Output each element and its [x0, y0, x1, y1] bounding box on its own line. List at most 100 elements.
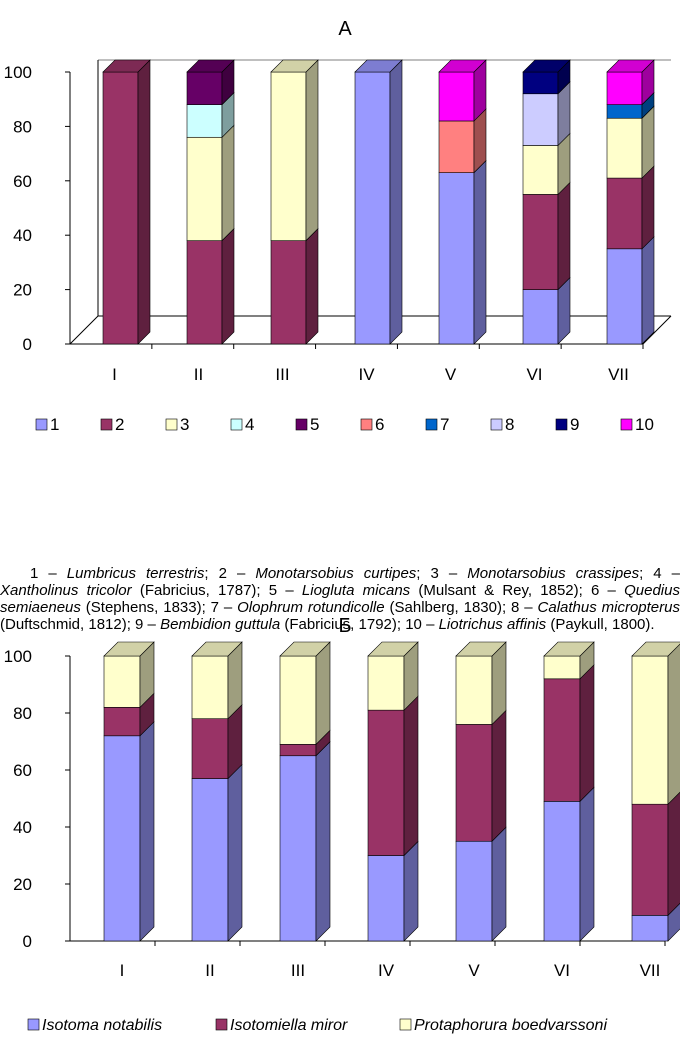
- bar-segment: [279, 744, 317, 757]
- chart-title: Б: [338, 615, 351, 637]
- bar-segment: [270, 240, 307, 345]
- legend-swatch: [555, 418, 568, 431]
- bar-segment-side: [491, 641, 507, 726]
- bar-segment-side: [473, 159, 487, 345]
- legend-swatch: [425, 418, 438, 431]
- bar-segment: [191, 655, 229, 720]
- bar-segment-side: [137, 59, 151, 345]
- caption-text-run: (Fabricius, 1792); 10 –: [280, 616, 439, 633]
- bar-segment-side: [491, 826, 507, 942]
- x-tick-label: I: [120, 961, 125, 980]
- legend-swatch: [620, 418, 633, 431]
- bar-segment: [279, 755, 317, 942]
- y-tick-label: 40: [13, 226, 32, 245]
- bar-segment-side: [403, 840, 419, 942]
- bar-segment: [438, 71, 475, 122]
- chart-a: [35, 59, 672, 431]
- caption-species-name: Liogluta micans: [301, 582, 411, 599]
- bar-segment: [102, 71, 139, 345]
- legend-label: 8: [505, 415, 514, 434]
- x-tick-label: IV: [378, 961, 395, 980]
- bar-top: [522, 59, 571, 73]
- bar-segment: [455, 840, 493, 942]
- legend-label: 4: [245, 415, 254, 434]
- floor-edge: [69, 315, 672, 345]
- caption-species-name: Xantholinus tricolor: [0, 582, 132, 599]
- legend-swatch: [27, 1018, 40, 1031]
- caption-text-run: (Mulsant & Rey, 1852); 6 –: [410, 582, 625, 599]
- bar-segment-side: [389, 59, 403, 345]
- legend-label: Isotoma notabilis: [42, 1017, 162, 1034]
- legend-label: 6: [375, 415, 384, 434]
- bar-top: [631, 641, 680, 657]
- bar-segment: [606, 104, 643, 119]
- bar-segment: [522, 93, 559, 146]
- bar-segment: [279, 655, 317, 745]
- bar-segment-side: [667, 791, 680, 917]
- bar-segment: [522, 289, 559, 345]
- x-tick-label: III: [275, 365, 289, 384]
- bar-segment: [543, 655, 581, 680]
- bar-segment: [438, 172, 475, 345]
- species-caption: 1 – Lumbricus terrestris; 2 – Monotarsob…: [0, 565, 680, 633]
- bar-segment: [354, 71, 391, 345]
- y-tick-label: 20: [13, 875, 32, 894]
- bar-top: [606, 59, 655, 73]
- bar-segment-side: [139, 721, 155, 942]
- caption-text-run: (Stephens, 1833); 7 –: [80, 599, 238, 616]
- y-tick-label: 40: [13, 818, 32, 837]
- bar-segment: [103, 706, 141, 737]
- bar-segment: [367, 855, 405, 942]
- x-tick-label: II: [194, 365, 203, 384]
- legend-label: 5: [310, 415, 319, 434]
- legend-swatch: [360, 418, 373, 431]
- legend-swatch: [35, 418, 48, 431]
- legend-label: Isotomiella miror: [230, 1017, 348, 1034]
- bar-segment: [631, 655, 669, 805]
- bar-segment-side: [667, 643, 680, 805]
- bar-segment: [191, 718, 229, 779]
- caption-text: 1 – Lumbricus terrestris; 2 – Monotarsob…: [0, 565, 680, 633]
- bar-top: [543, 641, 595, 657]
- caption-species-name: Monotarsobius curtipes: [255, 565, 417, 582]
- caption-species-name: Monotarsobius crassipes: [467, 565, 640, 582]
- caption-text-run: ; 2 –: [204, 565, 256, 582]
- legend-label: 1: [50, 415, 59, 434]
- bar-segment-side: [315, 741, 331, 942]
- y-tick-label: 80: [13, 704, 32, 723]
- bar-segment: [367, 655, 405, 711]
- chart-b: [27, 641, 680, 1031]
- bar-segment: [606, 117, 643, 179]
- bar-top: [279, 641, 331, 657]
- bar-segment: [186, 104, 223, 138]
- bar-segment-side: [641, 236, 655, 345]
- caption-text-run: 1 –: [30, 565, 67, 582]
- caption-text-run: ; 3 –: [416, 565, 468, 582]
- caption-text-run: (Duftschmid, 1812); 9 –: [0, 616, 161, 633]
- caption-text-run: (Fabricius, 1787); 5 –: [131, 582, 302, 599]
- caption-species-name: Calathus micropterus: [537, 599, 680, 616]
- x-tick-label: VII: [640, 961, 661, 980]
- y-tick-label: 100: [4, 63, 32, 82]
- bar-segment: [631, 803, 669, 916]
- bar-segment: [455, 724, 493, 842]
- bar-segment: [606, 177, 643, 250]
- caption-species-name: Quedius semiaeneus: [0, 582, 680, 616]
- legend-swatch: [165, 418, 178, 431]
- caption-species-name: Liotrichus affinis: [438, 616, 547, 633]
- bar-segment: [186, 240, 223, 345]
- legend-label: 10: [635, 415, 654, 434]
- legend-swatch: [215, 1018, 228, 1031]
- bar-segment: [186, 136, 223, 241]
- bar-top: [186, 59, 235, 73]
- legend-label: Protaphorura boedvarssoni: [414, 1017, 607, 1034]
- y-tick-label: 0: [23, 932, 32, 951]
- bar-segment: [522, 145, 559, 195]
- bar-top: [367, 641, 419, 657]
- bar-segment: [606, 248, 643, 345]
- y-tick-label: 80: [13, 117, 32, 136]
- y-tick-label: 60: [13, 761, 32, 780]
- caption-text-run: (Paykull, 1800).: [546, 616, 655, 633]
- legend-label: 3: [180, 415, 189, 434]
